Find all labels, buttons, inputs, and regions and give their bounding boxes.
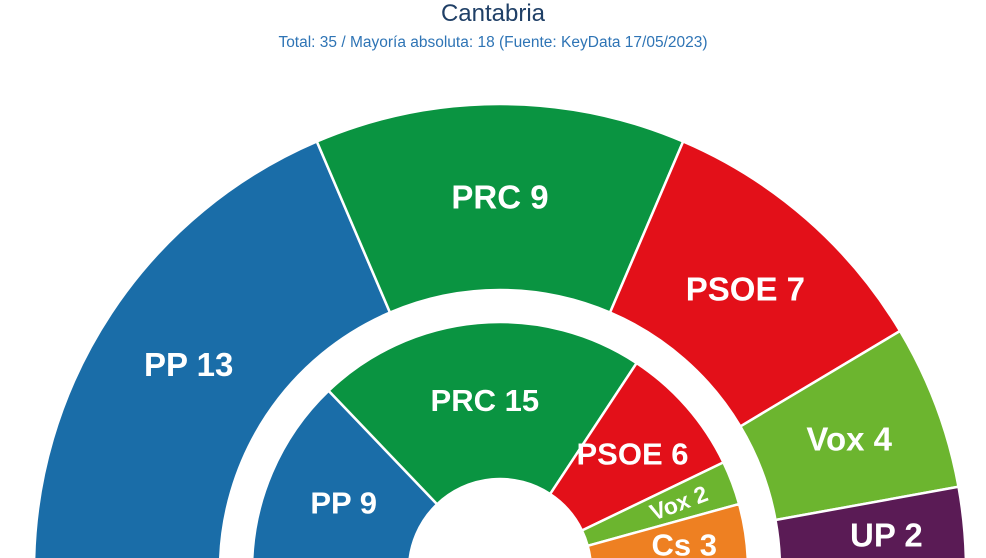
- chart-header: Cantabria Total: 35 / Mayoría absoluta: …: [0, 0, 986, 51]
- chart-subtitle: Total: 35 / Mayoría absoluta: 18 (Fuente…: [278, 34, 708, 51]
- segment-outer-pp: [32, 140, 392, 558]
- segment-inner-cs: [586, 502, 749, 558]
- segment-inner-prc: [327, 320, 638, 506]
- segment-outer-up: [774, 485, 968, 558]
- chart-title: Cantabria: [440, 0, 546, 27]
- segment-inner-pp: [251, 389, 439, 558]
